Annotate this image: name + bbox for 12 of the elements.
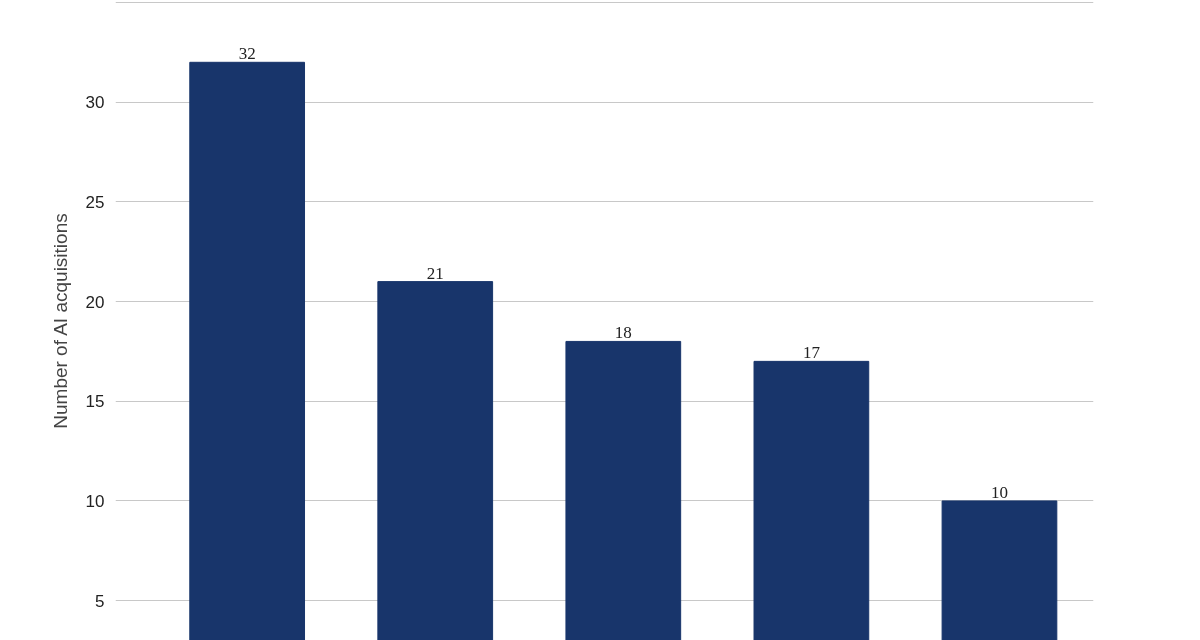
data-label: 17: [802, 343, 821, 363]
y-axis-title: Number of AI acquisitions: [49, 213, 71, 429]
y-tick-label: 10: [85, 491, 105, 511]
y-tick-label: 25: [85, 192, 105, 212]
data-label: 10: [990, 482, 1008, 502]
data-label: 18: [614, 323, 632, 343]
data-label: 32: [238, 44, 256, 64]
y-tick-label: 20: [85, 292, 105, 312]
y-tick-label: 15: [85, 392, 105, 412]
data-label: 21: [426, 263, 444, 283]
y-tick-label: 5: [95, 591, 105, 611]
y-tick-label: 30: [85, 93, 105, 113]
